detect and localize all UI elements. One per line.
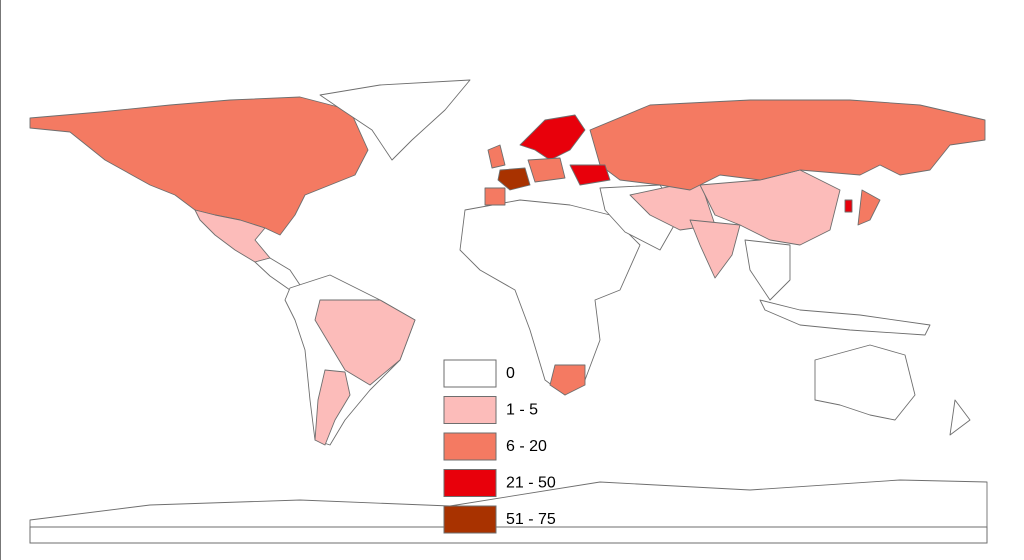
legend-label: 0: [506, 365, 515, 382]
africa: [459, 199, 641, 396]
india: [689, 219, 741, 279]
ukraine: [569, 164, 611, 186]
legend-label: 6 - 20: [506, 438, 547, 455]
indonesia: [759, 299, 931, 336]
korea: [844, 199, 853, 213]
legend-label: 1 - 5: [506, 402, 538, 419]
new-zealand: [949, 399, 971, 436]
legend-swatch: [443, 396, 497, 424]
australia: [814, 344, 916, 421]
russia: [589, 99, 986, 191]
japan: [857, 189, 881, 226]
legend-swatch: [443, 505, 497, 534]
legend-swatch: [443, 469, 497, 497]
central-europe: [527, 157, 566, 183]
land: [29, 79, 988, 528]
legend: 0 1 - 5 6 - 20 21 - 50 51 - 75: [443, 359, 556, 534]
southeast-asia: [744, 239, 791, 301]
south-africa: [549, 364, 586, 396]
scandinavia: [519, 114, 586, 161]
north-america: [29, 96, 369, 236]
greenland: [319, 79, 471, 161]
legend-swatch: [443, 432, 497, 461]
brazil: [314, 299, 416, 386]
legend-label: 21 - 50: [506, 475, 556, 492]
france: [497, 167, 531, 191]
spain: [484, 187, 506, 206]
legend-swatch: [443, 359, 497, 388]
map-frame: [29, 526, 988, 544]
uk: [487, 144, 506, 169]
legend-label: 51 - 75: [506, 511, 556, 528]
argentina: [314, 369, 351, 446]
